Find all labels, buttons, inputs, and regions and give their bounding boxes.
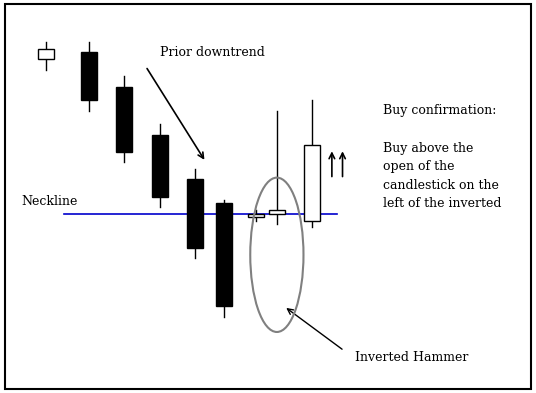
Text: Buy confirmation:: Buy confirmation: — [383, 104, 497, 117]
Bar — [152, 135, 168, 196]
Bar — [248, 214, 264, 217]
Text: Inverted Hammer: Inverted Hammer — [355, 351, 468, 364]
Bar — [38, 49, 54, 59]
Bar — [116, 87, 132, 152]
Bar — [215, 203, 232, 306]
Text: Buy above the
open of the
candlestick on the
left of the inverted: Buy above the open of the candlestick on… — [383, 141, 502, 210]
Text: Neckline: Neckline — [21, 195, 78, 208]
Bar — [269, 210, 285, 214]
Bar — [187, 179, 203, 248]
Text: Prior downtrend: Prior downtrend — [160, 46, 265, 59]
Bar — [304, 145, 321, 220]
Bar — [81, 52, 97, 101]
